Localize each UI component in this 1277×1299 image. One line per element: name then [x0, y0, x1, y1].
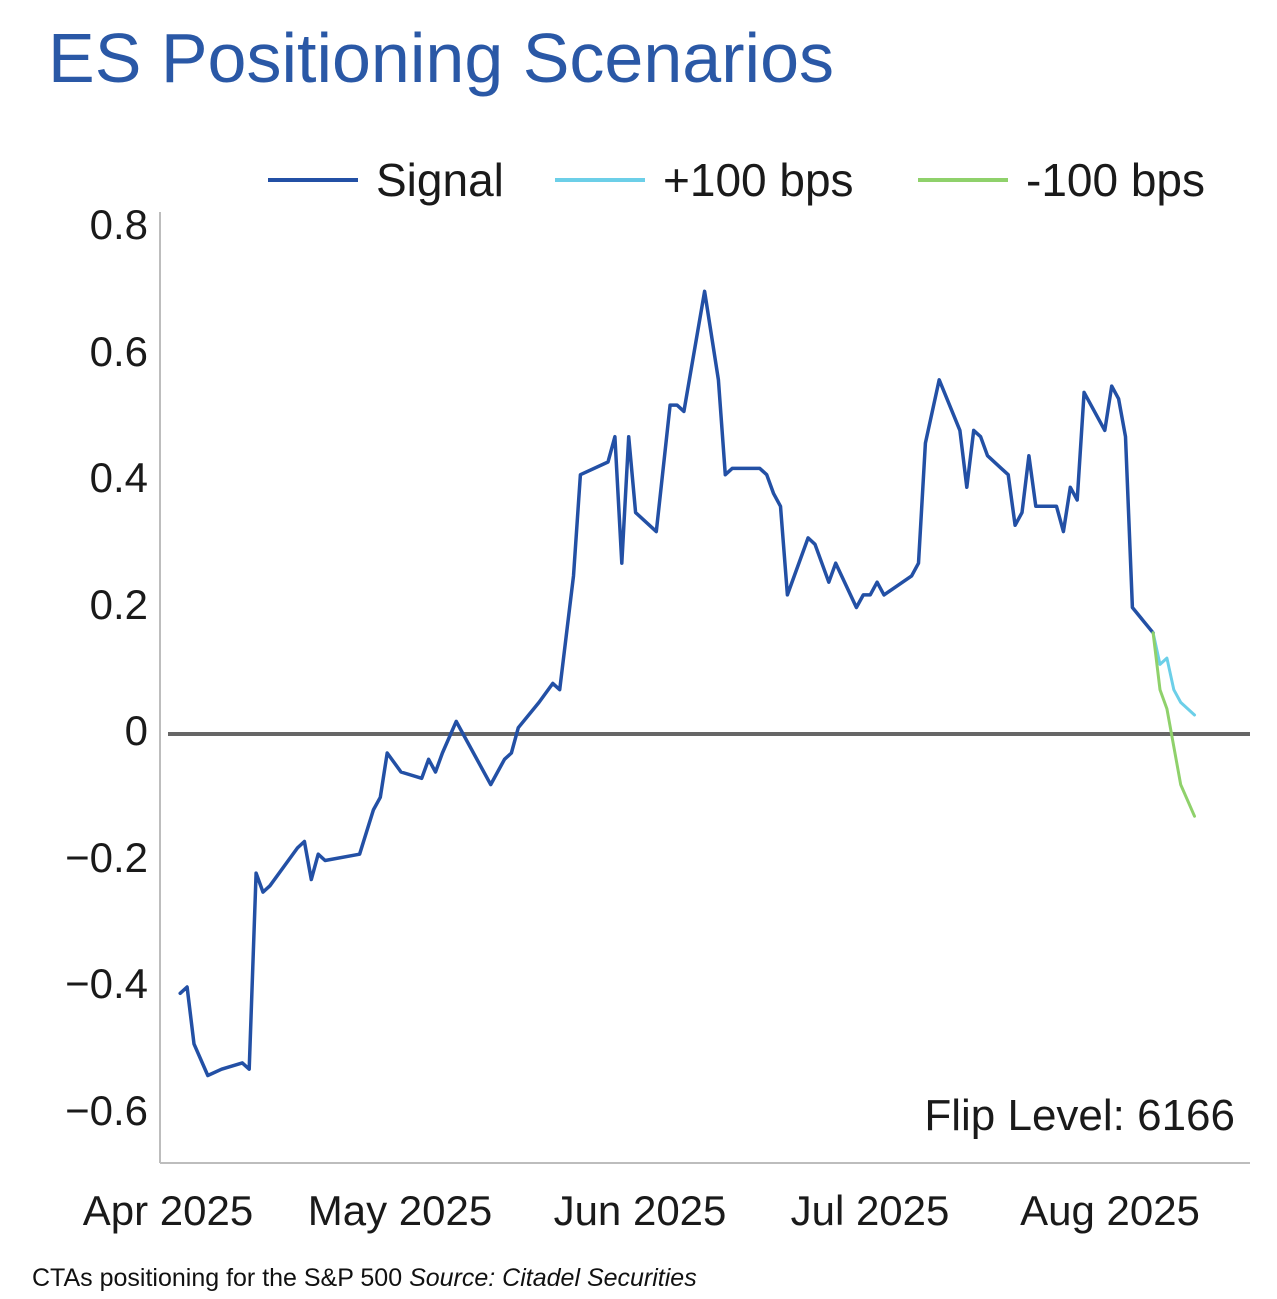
- legend-label-100-bps: +100 bps: [663, 154, 854, 206]
- y-tick-label: 0.2: [90, 581, 148, 628]
- x-tick-label: Jun 2025: [554, 1187, 727, 1234]
- x-tick-label: May 2025: [308, 1187, 492, 1234]
- y-tick-label: 0.6: [90, 328, 148, 375]
- y-tick-label: 0.8: [90, 201, 148, 248]
- legend: Signal +100 bps -100 bps: [268, 154, 1205, 206]
- x-tick-label: Aug 2025: [1020, 1187, 1200, 1234]
- y-tick-label: −0.2: [65, 834, 148, 881]
- caption-text: CTAs positioning for the S&P 500: [32, 1264, 403, 1292]
- series-line-100-bps: [1151, 631, 1196, 818]
- y-tick-label: −0.4: [65, 960, 148, 1007]
- caption: CTAs positioning for the S&P 500 Source:…: [32, 1264, 697, 1293]
- x-tick-label: Apr 2025: [83, 1187, 253, 1234]
- chart-area: Signal +100 bps -100 bps 0.8 0.6 0.4 0.2 0 −0.2…: [65, 154, 1250, 1234]
- caption-source: Source: Citadel Securities: [409, 1264, 697, 1292]
- legend-label-signal: Signal: [376, 154, 504, 206]
- y-tick-label: 0: [125, 707, 148, 754]
- series-line-100-bps: [1151, 631, 1196, 717]
- axes: [159, 212, 1250, 1164]
- x-tick-label: Jul 2025: [791, 1187, 950, 1234]
- y-tick-label: 0.4: [90, 454, 148, 501]
- series-line-signal: [178, 289, 1155, 1078]
- flip-level-annotation: Flip Level: 6166: [924, 1091, 1235, 1140]
- y-tick-label: −0.6: [65, 1087, 148, 1134]
- series-group: [178, 289, 1196, 1078]
- legend-label-100-bps: -100 bps: [1026, 154, 1205, 206]
- chart-title: ES Positioning Scenarios: [48, 19, 834, 97]
- y-tick-labels: 0.8 0.6 0.4 0.2 0 −0.2 −0.4 −0.6: [65, 201, 148, 1134]
- x-tick-labels: Apr 2025 May 2025 Jun 2025 Jul 2025 Aug 2025: [83, 1187, 1200, 1234]
